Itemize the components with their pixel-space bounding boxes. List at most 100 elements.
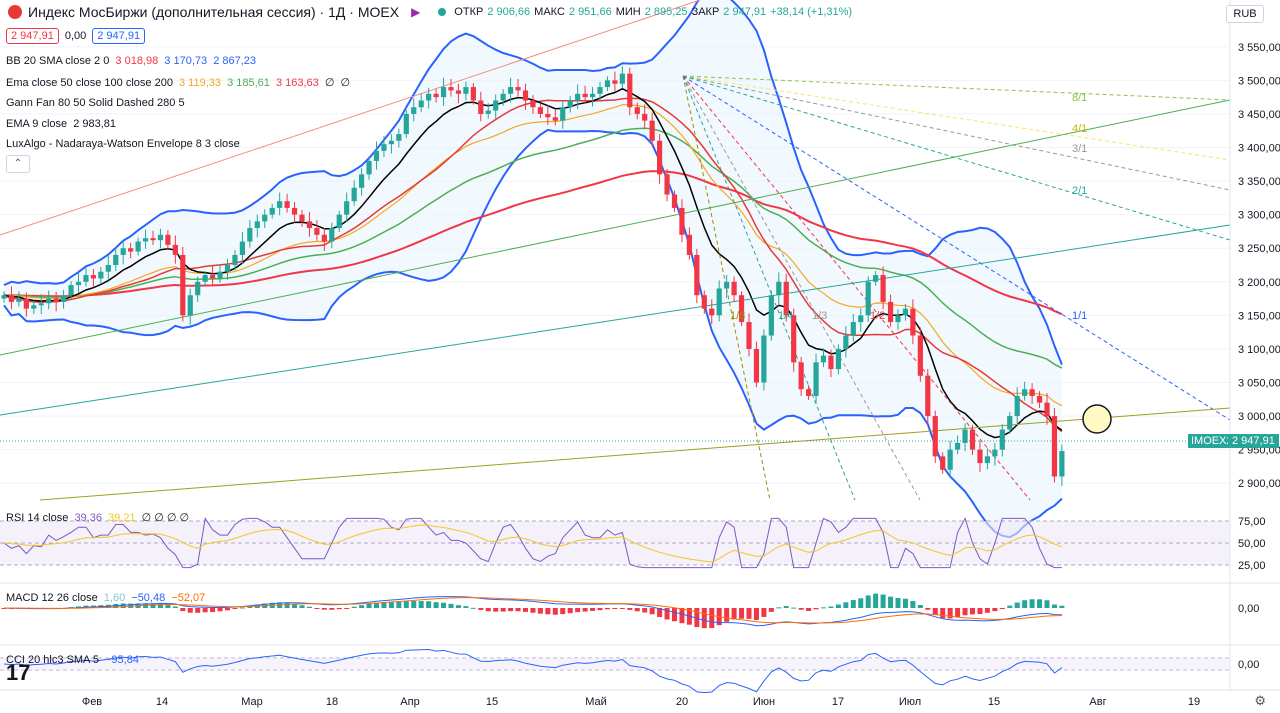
candle-body bbox=[142, 238, 149, 242]
candle bbox=[545, 105, 551, 125]
candle-body bbox=[627, 73, 633, 108]
macd-hist-bar bbox=[500, 608, 506, 612]
cci-band bbox=[0, 658, 1230, 670]
candle-body bbox=[1022, 389, 1028, 396]
symbol-price-tag: IMOEX2 bbox=[1188, 434, 1236, 448]
trendline-olive bbox=[39, 407, 1231, 501]
macd-hist-bar bbox=[865, 595, 871, 608]
bb-fill bbox=[4, 0, 1062, 538]
candle bbox=[575, 84, 581, 110]
candle bbox=[902, 303, 909, 321]
candle-body bbox=[254, 221, 260, 229]
candle bbox=[627, 67, 633, 116]
macd-hist-bar bbox=[1044, 600, 1050, 608]
candle-body bbox=[761, 335, 767, 383]
candle-body bbox=[716, 288, 722, 316]
ema-multi-label: Ema close 50 close 100 close 200 bbox=[6, 77, 173, 89]
macd-hist-bar bbox=[202, 608, 208, 613]
candle-body bbox=[902, 308, 909, 316]
candle bbox=[999, 424, 1005, 457]
cci-legend[interactable]: CCI 20 hlc3 SMA 5 −95,84 bbox=[6, 654, 142, 666]
indicator-luxalgo[interactable]: LuxAlgo - Nadaraya-Watson Envelope 8 3 c… bbox=[6, 138, 243, 150]
candle bbox=[716, 280, 722, 322]
candle-body bbox=[791, 315, 797, 363]
x-tick-label: 18 bbox=[326, 696, 338, 708]
macd-hist-bar bbox=[776, 607, 782, 609]
candle-body bbox=[977, 449, 983, 464]
candle bbox=[887, 294, 894, 327]
rsi-legend[interactable]: RSI 14 close 39,36 39,21 ∅ ∅ ∅ ∅ bbox=[6, 511, 192, 524]
y-tick-label: 3 550,00 bbox=[1238, 42, 1280, 54]
rsi-label: RSI 14 close bbox=[6, 512, 69, 524]
candle bbox=[463, 81, 469, 101]
macd-legend[interactable]: MACD 12 26 close 1,60 −50,48 −52,07 bbox=[6, 592, 208, 604]
macd-hist-bar bbox=[359, 605, 365, 608]
candle bbox=[657, 134, 663, 184]
candle-body bbox=[195, 281, 201, 296]
y-tick-label: 3 500,00 bbox=[1238, 75, 1280, 87]
y-tick-label: 3 400,00 bbox=[1238, 143, 1280, 155]
ema-empty-2: ∅ bbox=[340, 77, 351, 89]
candle bbox=[75, 273, 82, 293]
macd-hist-bar bbox=[634, 608, 640, 612]
candle bbox=[910, 299, 916, 345]
buy-price[interactable]: 2 947,91 bbox=[92, 28, 146, 44]
gann-label: Gann Fan 80 50 Solid Dashed 280 5 bbox=[6, 97, 185, 109]
macd-hist-bar bbox=[426, 601, 432, 608]
flag-icon[interactable]: ▶ bbox=[411, 5, 421, 19]
macd-hist-bar bbox=[150, 603, 156, 608]
macd-signal-value: −52,07 bbox=[171, 592, 206, 604]
candle bbox=[23, 292, 29, 317]
macd-label: MACD 12 26 close bbox=[6, 592, 98, 604]
candle-body bbox=[1029, 389, 1035, 396]
candle bbox=[619, 66, 625, 89]
indicator-bb[interactable]: BB 20 SMA close 2 0 3 018,98 3 170,73 2 … bbox=[6, 55, 259, 67]
candle bbox=[202, 271, 208, 286]
indicator-ema9[interactable]: EMA 9 close 2 983,81 bbox=[6, 118, 119, 130]
candle bbox=[440, 77, 447, 106]
candle bbox=[820, 348, 827, 368]
candle-body bbox=[880, 275, 886, 302]
macd-hist-bar bbox=[619, 608, 625, 609]
candle-body bbox=[277, 201, 283, 208]
candle-body bbox=[969, 429, 976, 450]
macd-hist-bar bbox=[672, 608, 677, 622]
symbol-title[interactable]: Индекс МосБиржи (дополнительная сессия) … bbox=[8, 4, 420, 20]
gann-label-3-1: 3/1 bbox=[1072, 143, 1088, 155]
candle-body bbox=[61, 295, 67, 302]
candle-body bbox=[932, 416, 938, 457]
macd-hist-bar bbox=[888, 596, 894, 608]
candle bbox=[925, 369, 931, 426]
indicator-ema-multi[interactable]: Ema close 50 close 100 close 200 3 119,3… bbox=[6, 76, 353, 89]
candle-body bbox=[612, 80, 618, 84]
candle bbox=[61, 289, 67, 309]
currency-selector[interactable]: RUB bbox=[1226, 5, 1264, 23]
macd-hist-bar bbox=[306, 606, 312, 608]
indicator-gann[interactable]: Gann Fan 80 50 Solid Dashed 280 5 bbox=[6, 97, 188, 109]
candle bbox=[873, 271, 879, 286]
candle bbox=[172, 235, 178, 264]
macd-hist-bar bbox=[947, 608, 953, 619]
gann-label-8-1: 8/1 bbox=[1072, 92, 1088, 104]
candle bbox=[589, 87, 596, 107]
spread-value: 0,00 bbox=[64, 30, 87, 42]
sell-price[interactable]: 2 947,91 bbox=[6, 28, 59, 44]
candle-body bbox=[508, 87, 514, 94]
collapse-indicators-icon[interactable]: ⌃ bbox=[6, 155, 30, 173]
candle-body bbox=[493, 100, 499, 111]
bb-lower-line bbox=[3, 128, 1063, 539]
candle bbox=[880, 266, 886, 310]
low-label: МИН bbox=[615, 6, 641, 18]
candle-body bbox=[8, 295, 15, 302]
candle bbox=[753, 341, 760, 388]
macd-hist-bar bbox=[783, 606, 789, 608]
settings-gear-icon[interactable]: ⚙ bbox=[1254, 693, 1266, 708]
candle-body bbox=[75, 281, 82, 286]
macd-hist-bar bbox=[1007, 605, 1013, 608]
candle bbox=[1022, 381, 1028, 401]
candle bbox=[724, 275, 730, 298]
macd-hist-bar bbox=[448, 603, 454, 608]
macd-hist-bar bbox=[850, 600, 856, 608]
macd-hist-bar bbox=[441, 602, 447, 608]
